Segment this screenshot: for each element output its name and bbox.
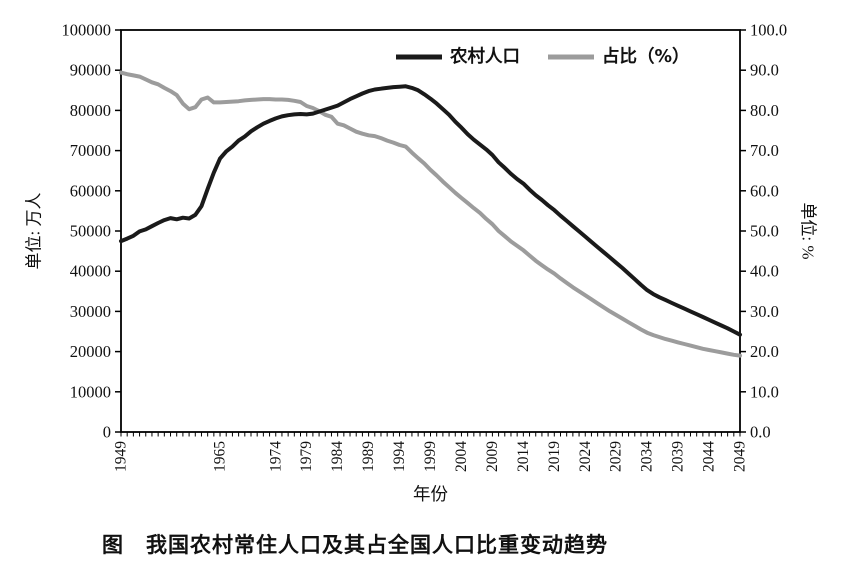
series-line-share-percent [119,70,742,358]
x-tick-label: 1994 [391,441,408,472]
line-chart-svg: 0 10000 20000 30000 40000 50000 60000 70000 8000… [25,21,818,505]
x-tick-label: 1949 [113,441,130,472]
y-right-tick-label: 30.0 [750,302,779,321]
y-right-tick-label: 10.0 [750,382,779,401]
x-tick-label: 2009 [484,441,501,472]
y-axis-right-title: 单位: % [799,202,818,259]
y-axis-left: 0 10000 20000 30000 40000 50000 60000 70000 8000… [25,21,121,442]
x-tick-label: 1984 [329,441,346,472]
x-tick-label: 2044 [701,441,718,472]
figure-caption: 图 我国农村常住人口及其占全国人口比重变动趋势 [102,533,608,557]
y-right-tick-label: 60.0 [750,181,779,200]
y-axis-right: 0.0 10.0 20.0 30.0 40.0 50.0 60.0 70.0 80.0 90.0 1… [740,21,818,442]
x-tick-label: 2029 [608,441,625,472]
y-left-tick-label: 50000 [70,222,111,241]
series-right [119,70,742,358]
x-tick-label: 2019 [546,441,563,472]
x-tick-label: 2034 [639,441,656,472]
y-left-tick-label: 10000 [70,382,111,401]
y-left-tick-label: 30000 [70,302,111,321]
x-tick-label: 1999 [422,441,439,472]
legend-label-1: 占比（%） [602,46,690,67]
y-right-tick-label: 90.0 [750,61,779,80]
y-left-tick-label: 20000 [70,342,111,361]
y-right-tick-label: 50.0 [750,222,779,241]
y-left-tick-label: 40000 [70,262,111,281]
x-axis: 1949 1965 1974 1979 1984 1989 1994 1999 2004 2009… [113,432,749,504]
y-right-tick-label: 40.0 [750,262,779,281]
y-left-tick-label: 90000 [70,61,111,80]
y-right-tick-label: 70.0 [750,141,779,160]
y-left-tick-label: 0 [103,423,111,442]
y-left-tick-label: 70000 [70,141,111,160]
legend-label-0: 农村人口 [449,46,520,67]
y-axis-left-title: 单位: 万人 [25,193,44,270]
y-left-tick-label: 60000 [70,181,111,200]
x-tick-label: 2004 [453,441,470,472]
plot-border [120,29,741,433]
x-tick-label: 1979 [298,441,315,472]
legend: 农村人口 占比（%） [396,46,690,67]
y-right-tick-label: 100.0 [750,21,787,40]
x-axis-title: 年份 [413,484,448,504]
x-tick-label: 2014 [515,441,532,472]
y-right-tick-label: 20.0 [750,342,779,361]
y-right-tick-label: 80.0 [750,101,779,120]
x-tick-label: 1974 [267,441,284,472]
series-line-rural-population [119,84,742,337]
x-tick-label: 2039 [670,441,687,472]
y-left-tick-label: 100000 [62,21,112,40]
x-tick-label: 2024 [577,441,594,472]
chart-container: 0 10000 20000 30000 40000 50000 60000 70000 8000… [25,21,818,505]
y-left-tick-label: 80000 [70,101,111,120]
x-tick-label: 1989 [360,441,377,472]
y-right-tick-label: 0.0 [750,423,771,442]
x-tick-label: 2049 [732,441,749,472]
x-tick-label: 1965 [212,441,229,472]
series-left [119,84,742,337]
